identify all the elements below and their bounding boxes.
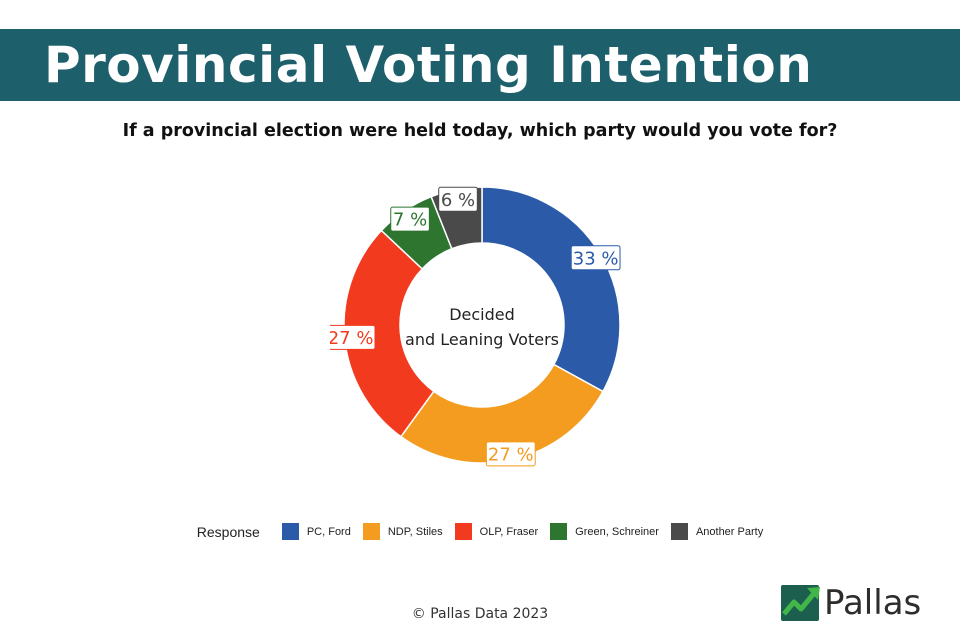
slice-label-box-1 bbox=[485, 441, 536, 467]
donut-slice-1 bbox=[399, 363, 604, 464]
legend-item-ndp: NDP, Stiles bbox=[362, 523, 443, 540]
legend-swatch bbox=[281, 523, 299, 540]
pallas-logo: Pallas bbox=[780, 582, 950, 624]
center-label-line-1: Decided bbox=[449, 305, 515, 324]
slice-label-box-2 bbox=[330, 324, 376, 350]
legend-label: Green, Schreiner bbox=[575, 525, 659, 538]
slice-label-2: 27 % bbox=[330, 328, 373, 349]
legend-item-green: Green, Schreiner bbox=[550, 523, 659, 540]
slice-label-box-4 bbox=[438, 186, 478, 212]
slice-label-3: 7 % bbox=[393, 210, 427, 231]
page-title: Provincial Voting Intention bbox=[44, 36, 813, 94]
slice-label-0: 33 % bbox=[573, 248, 619, 269]
legend-label: Another Party bbox=[695, 525, 764, 538]
slice-label-4: 6 % bbox=[441, 190, 475, 211]
legend-swatch bbox=[550, 523, 568, 540]
donut-center-label: Decided and Leaning Voters bbox=[382, 302, 582, 352]
donut-slices bbox=[343, 186, 621, 464]
slice-label-box-3 bbox=[390, 206, 430, 232]
chart-legend: Response PC, Ford NDP, Stiles OLP, Frase… bbox=[0, 523, 960, 540]
legend-label: OLP, Fraser bbox=[479, 525, 539, 538]
legend-label: NDP, Stiles bbox=[387, 525, 443, 538]
legend-swatch bbox=[670, 523, 688, 540]
legend-title: Response bbox=[196, 523, 260, 540]
donut-slice-labels: 33 % 27 % 27 % 7 % 6 % bbox=[330, 186, 621, 467]
donut-slice-2 bbox=[343, 229, 435, 438]
legend-item-olp: OLP, Fraser bbox=[454, 523, 539, 540]
copyright-footer: © Pallas Data 2023 bbox=[411, 606, 549, 622]
slice-label-1: 27 % bbox=[488, 444, 534, 465]
legend-label: PC, Ford bbox=[306, 525, 351, 538]
title-banner: Provincial Voting Intention bbox=[0, 29, 960, 101]
legend-swatch bbox=[454, 523, 472, 540]
donut-chart: 33 % 27 % 27 % 7 % 6 % bbox=[330, 186, 621, 467]
logo-wordmark: Pallas bbox=[824, 583, 922, 623]
legend-item-pc: PC, Ford bbox=[281, 523, 351, 540]
legend-item-another: Another Party bbox=[670, 523, 764, 540]
center-label-line-2: and Leaning Voters bbox=[405, 330, 559, 349]
pallas-logo-icon bbox=[781, 585, 820, 621]
chart-question: If a provincial election were held today… bbox=[122, 121, 838, 141]
slice-label-box-0 bbox=[570, 245, 621, 271]
donut-slice-0 bbox=[481, 186, 621, 393]
legend-swatch bbox=[362, 523, 380, 540]
